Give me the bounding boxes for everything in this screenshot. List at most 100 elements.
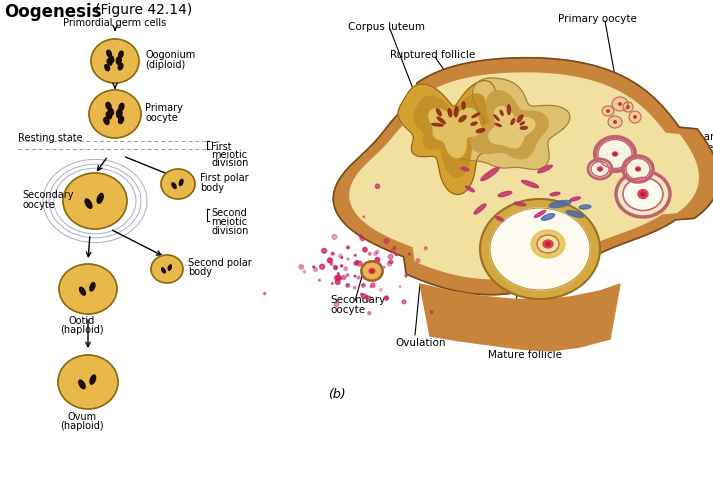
- Ellipse shape: [466, 187, 474, 193]
- Ellipse shape: [344, 267, 347, 271]
- Ellipse shape: [595, 138, 635, 172]
- Ellipse shape: [476, 129, 485, 133]
- Ellipse shape: [623, 178, 663, 211]
- Ellipse shape: [347, 258, 349, 260]
- Ellipse shape: [375, 258, 380, 262]
- Polygon shape: [350, 74, 698, 279]
- Ellipse shape: [375, 263, 380, 267]
- Ellipse shape: [490, 209, 590, 290]
- Ellipse shape: [58, 355, 118, 409]
- Ellipse shape: [472, 114, 479, 119]
- Polygon shape: [429, 109, 481, 158]
- Polygon shape: [398, 81, 515, 195]
- Ellipse shape: [494, 116, 499, 121]
- Ellipse shape: [361, 238, 364, 242]
- Ellipse shape: [376, 251, 379, 254]
- Ellipse shape: [162, 268, 165, 273]
- Ellipse shape: [455, 107, 458, 118]
- Text: Secondary: Secondary: [22, 190, 73, 199]
- Text: Oogenesis: Oogenesis: [4, 3, 101, 21]
- Ellipse shape: [626, 159, 650, 180]
- Ellipse shape: [332, 283, 333, 285]
- Text: division: division: [211, 158, 248, 167]
- Ellipse shape: [603, 108, 613, 116]
- Ellipse shape: [356, 261, 359, 264]
- Ellipse shape: [371, 270, 373, 272]
- Text: oocyte: oocyte: [145, 113, 178, 123]
- Ellipse shape: [384, 240, 389, 244]
- Ellipse shape: [521, 181, 538, 188]
- Ellipse shape: [461, 168, 469, 171]
- Ellipse shape: [474, 205, 486, 214]
- Polygon shape: [333, 59, 713, 295]
- Ellipse shape: [337, 275, 341, 278]
- Ellipse shape: [480, 199, 600, 300]
- Ellipse shape: [389, 255, 393, 259]
- Ellipse shape: [614, 154, 616, 156]
- Ellipse shape: [357, 262, 362, 266]
- Ellipse shape: [108, 109, 113, 116]
- Text: Primary: Primary: [145, 103, 183, 113]
- Ellipse shape: [319, 280, 321, 282]
- Ellipse shape: [462, 103, 465, 110]
- Ellipse shape: [448, 109, 451, 118]
- Ellipse shape: [514, 203, 526, 206]
- Ellipse shape: [500, 111, 503, 116]
- Ellipse shape: [63, 174, 127, 229]
- Ellipse shape: [118, 52, 123, 59]
- Ellipse shape: [607, 110, 609, 113]
- Ellipse shape: [361, 294, 366, 299]
- Ellipse shape: [517, 116, 523, 123]
- Ellipse shape: [354, 287, 356, 289]
- Ellipse shape: [638, 190, 648, 199]
- Text: division: division: [211, 226, 248, 236]
- Text: Corpus luteum: Corpus luteum: [348, 22, 425, 32]
- Ellipse shape: [550, 193, 560, 197]
- Text: follicle: follicle: [680, 143, 713, 152]
- Ellipse shape: [334, 276, 339, 281]
- Text: Second polar: Second polar: [188, 257, 252, 268]
- Ellipse shape: [612, 152, 617, 157]
- Text: First polar: First polar: [200, 173, 249, 182]
- Text: Secondary: Secondary: [330, 294, 385, 304]
- Ellipse shape: [531, 230, 565, 258]
- Ellipse shape: [520, 122, 525, 126]
- Ellipse shape: [369, 269, 375, 274]
- Ellipse shape: [511, 120, 515, 125]
- Ellipse shape: [496, 124, 501, 127]
- Ellipse shape: [566, 211, 584, 218]
- Ellipse shape: [363, 216, 364, 218]
- Ellipse shape: [314, 268, 317, 272]
- Ellipse shape: [395, 254, 397, 256]
- Ellipse shape: [342, 276, 346, 280]
- Ellipse shape: [334, 266, 337, 270]
- Ellipse shape: [614, 121, 616, 124]
- Ellipse shape: [106, 113, 111, 120]
- Ellipse shape: [367, 271, 372, 275]
- Ellipse shape: [384, 296, 389, 301]
- Ellipse shape: [384, 267, 385, 269]
- Ellipse shape: [387, 262, 391, 266]
- Ellipse shape: [630, 113, 640, 123]
- Text: Second: Second: [211, 208, 247, 217]
- Ellipse shape: [624, 104, 632, 112]
- Ellipse shape: [374, 271, 379, 275]
- Text: First: First: [211, 142, 232, 151]
- Ellipse shape: [313, 267, 314, 268]
- Ellipse shape: [117, 110, 121, 117]
- Ellipse shape: [336, 276, 341, 281]
- Ellipse shape: [402, 301, 406, 304]
- Polygon shape: [420, 285, 620, 351]
- Text: Ovary: Ovary: [680, 195, 712, 205]
- Ellipse shape: [591, 162, 609, 177]
- Ellipse shape: [579, 206, 591, 210]
- Ellipse shape: [119, 104, 124, 111]
- Ellipse shape: [357, 277, 360, 279]
- Polygon shape: [489, 107, 535, 149]
- Ellipse shape: [375, 185, 379, 189]
- Ellipse shape: [437, 118, 446, 124]
- Text: Primordial germ cells: Primordial germ cells: [63, 18, 167, 28]
- Ellipse shape: [361, 284, 365, 287]
- Ellipse shape: [330, 263, 333, 266]
- Text: Oogonium: Oogonium: [145, 50, 195, 60]
